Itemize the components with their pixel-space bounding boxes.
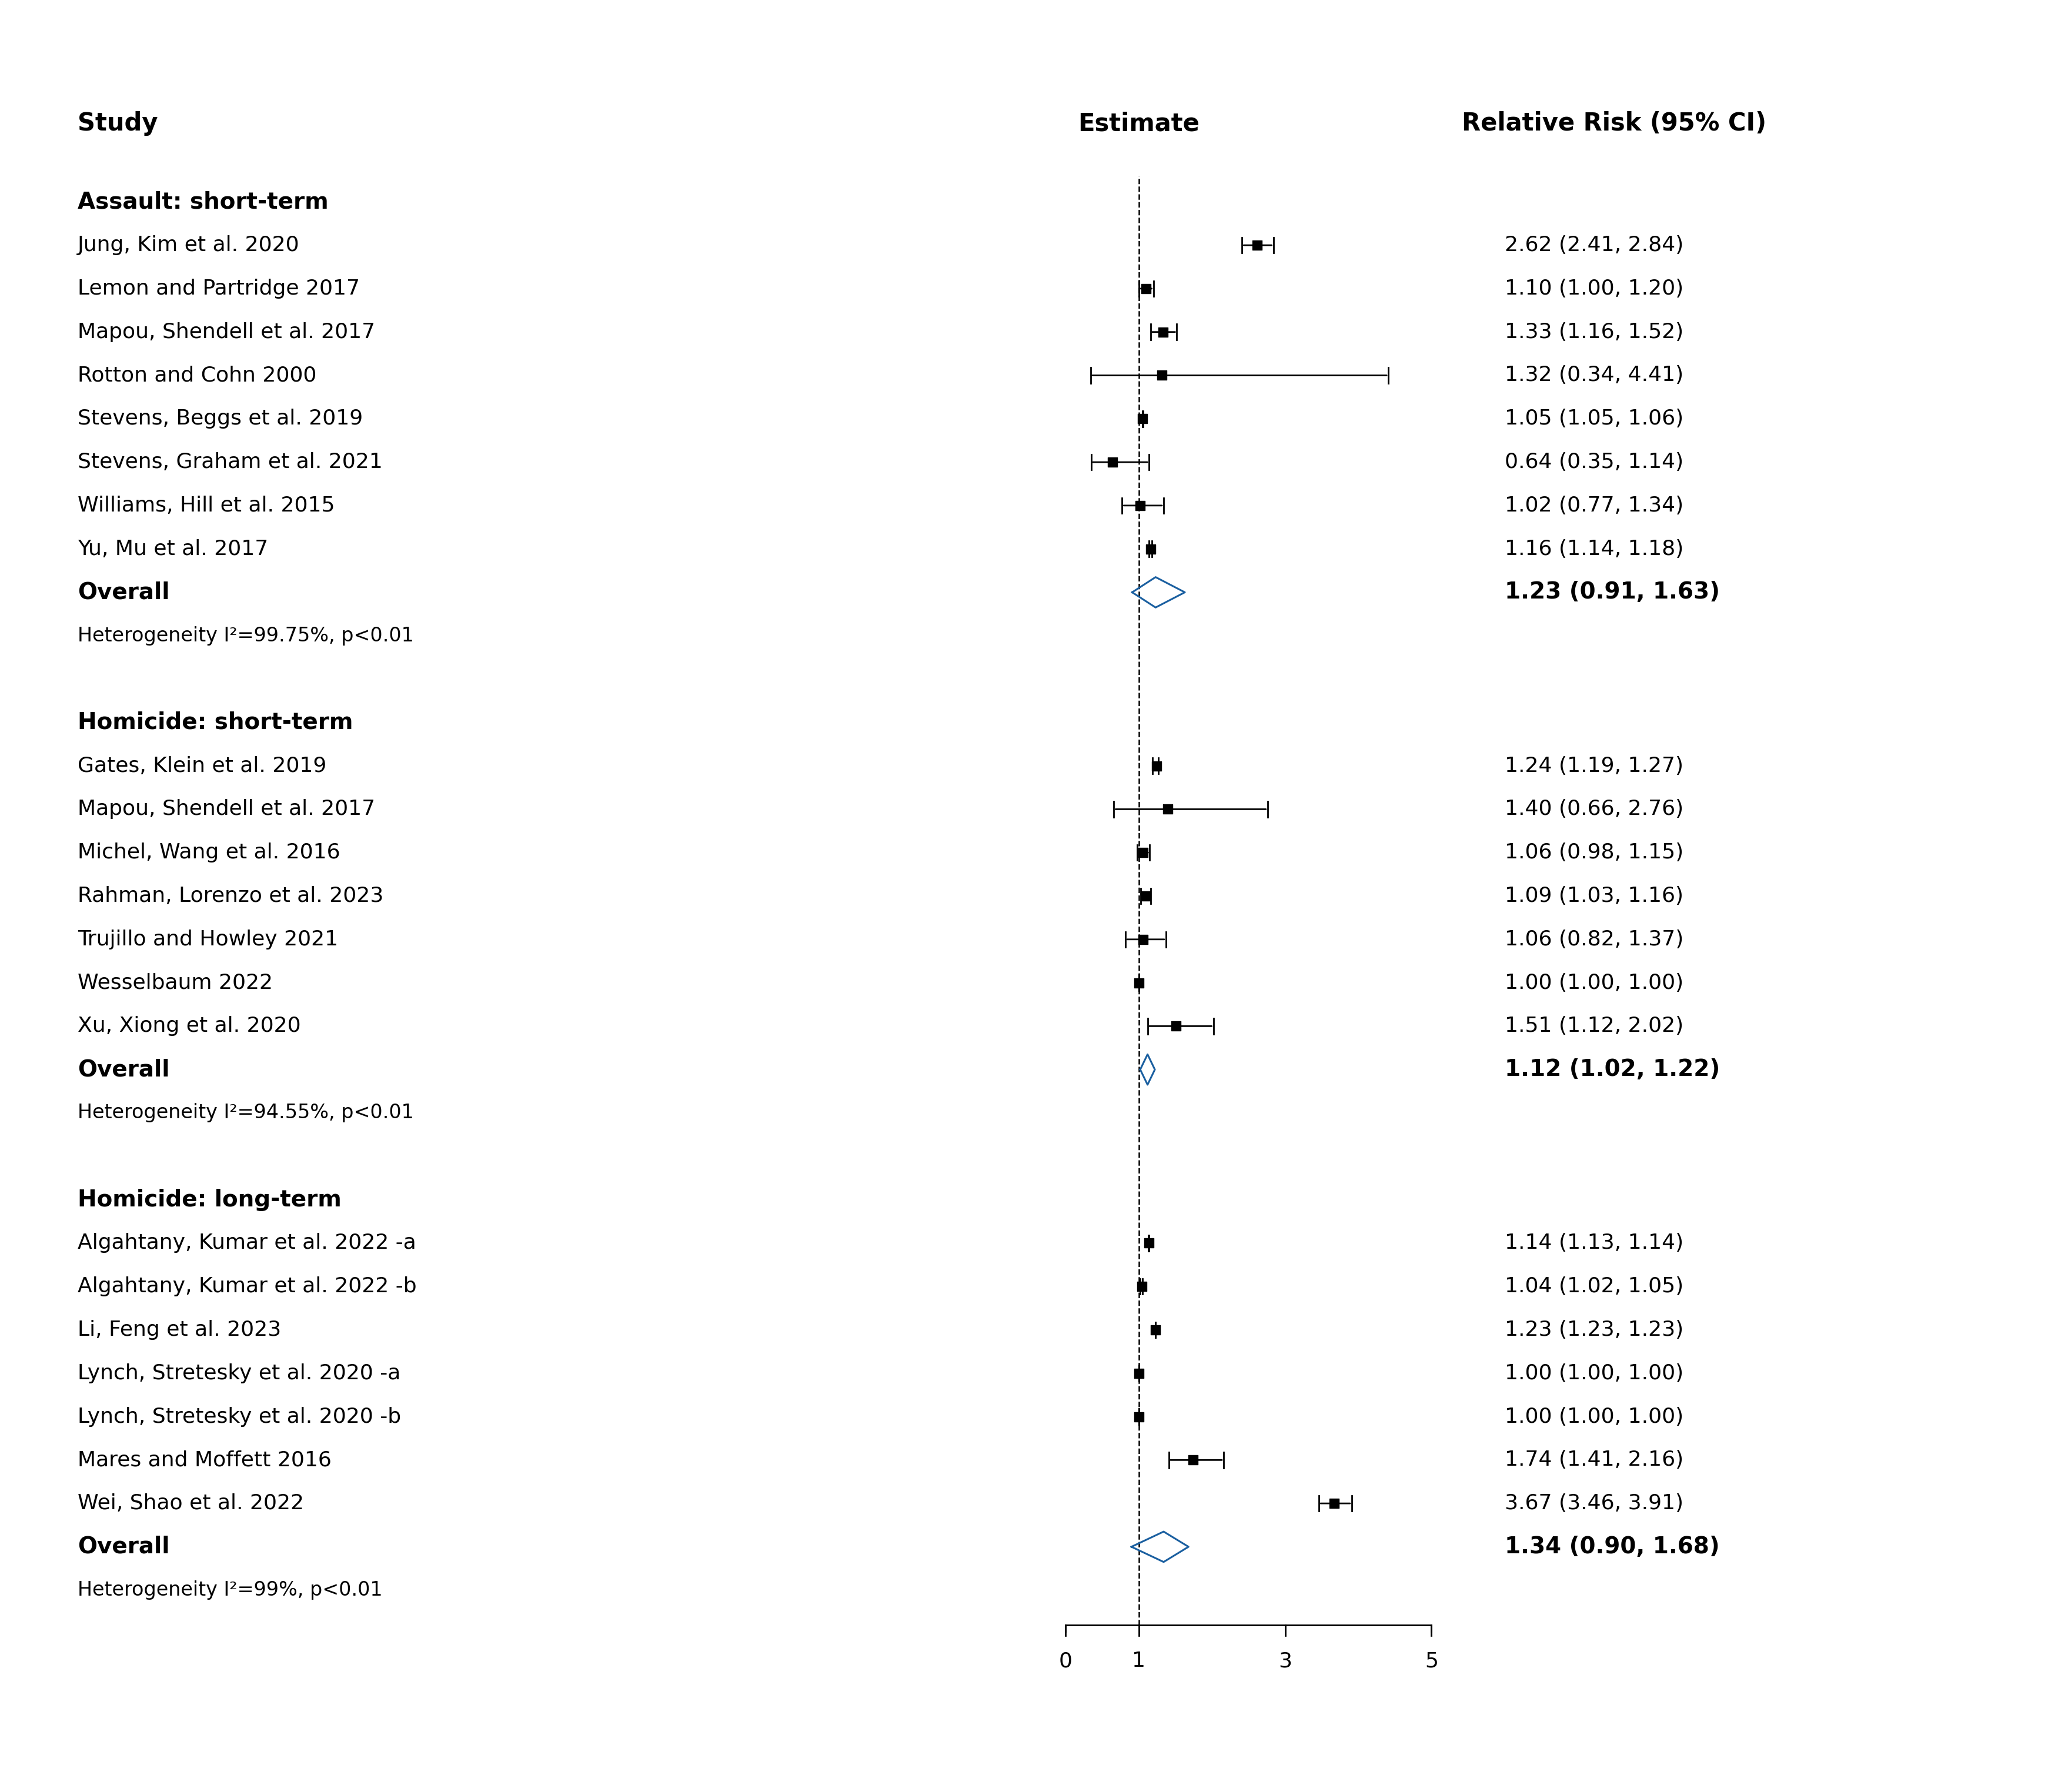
Text: 1: 1	[1132, 1650, 1146, 1670]
Text: 1.23 (1.23, 1.23): 1.23 (1.23, 1.23)	[1504, 1321, 1683, 1340]
Text: 1.24 (1.19, 1.27): 1.24 (1.19, 1.27)	[1504, 756, 1683, 776]
Text: Algahtany, Kumar et al. 2022 -a: Algahtany, Kumar et al. 2022 -a	[78, 1233, 416, 1253]
Point	[1130, 882, 1163, 910]
Text: 1.00 (1.00, 1.00): 1.00 (1.00, 1.00)	[1504, 1407, 1683, 1426]
Text: 2.62 (2.41, 2.84): 2.62 (2.41, 2.84)	[1504, 235, 1683, 254]
Text: Estimate: Estimate	[1078, 111, 1200, 136]
Text: 1.00 (1.00, 1.00): 1.00 (1.00, 1.00)	[1504, 973, 1683, 993]
Text: 1.40 (0.66, 2.76): 1.40 (0.66, 2.76)	[1504, 799, 1683, 819]
Point	[1140, 1315, 1173, 1344]
Text: Mapou, Shendell et al. 2017: Mapou, Shendell et al. 2017	[78, 799, 375, 819]
Text: 1.05 (1.05, 1.06): 1.05 (1.05, 1.06)	[1504, 409, 1683, 428]
Text: 1.10 (1.00, 1.20): 1.10 (1.00, 1.20)	[1504, 278, 1683, 299]
Point	[1140, 751, 1173, 780]
Text: Yu, Mu et al. 2017: Yu, Mu et al. 2017	[78, 539, 268, 559]
Point	[1241, 231, 1274, 260]
Text: Mapou, Shendell et al. 2017: Mapou, Shendell et al. 2017	[78, 323, 375, 342]
Text: Rotton and Cohn 2000: Rotton and Cohn 2000	[78, 366, 317, 385]
Point	[1122, 968, 1155, 996]
Text: Trujillo and Howley 2021: Trujillo and Howley 2021	[78, 930, 338, 950]
Text: Relative Risk (95% CI): Relative Risk (95% CI)	[1461, 111, 1766, 136]
Text: Lynch, Stretesky et al. 2020 -a: Lynch, Stretesky et al. 2020 -a	[78, 1364, 401, 1383]
Point	[1097, 448, 1130, 477]
Text: Study: Study	[78, 111, 158, 136]
Point	[1177, 1446, 1210, 1475]
Text: 1.09 (1.03, 1.16): 1.09 (1.03, 1.16)	[1504, 885, 1683, 907]
Text: Algahtany, Kumar et al. 2022 -b: Algahtany, Kumar et al. 2022 -b	[78, 1276, 418, 1296]
Text: Li, Feng et al. 2023: Li, Feng et al. 2023	[78, 1321, 282, 1340]
Text: Heterogeneity I²=99%, p<0.01: Heterogeneity I²=99%, p<0.01	[78, 1581, 383, 1600]
Point	[1134, 534, 1167, 563]
Text: Homicide: long-term: Homicide: long-term	[78, 1188, 342, 1211]
Point	[1122, 1403, 1155, 1432]
Text: Stevens, Graham et al. 2021: Stevens, Graham et al. 2021	[78, 452, 383, 471]
Point	[1159, 1012, 1192, 1041]
Text: Rahman, Lorenzo et al. 2023: Rahman, Lorenzo et al. 2023	[78, 885, 383, 907]
Text: 3: 3	[1278, 1650, 1292, 1670]
Text: Wesselbaum 2022: Wesselbaum 2022	[78, 973, 274, 993]
Text: Overall: Overall	[78, 1059, 169, 1081]
Text: Xu, Xiong et al. 2020: Xu, Xiong et al. 2020	[78, 1016, 300, 1036]
Point	[1132, 1229, 1165, 1258]
Text: Wei, Shao et al. 2022: Wei, Shao et al. 2022	[78, 1493, 305, 1514]
Point	[1146, 317, 1179, 346]
Text: 1.16 (1.14, 1.18): 1.16 (1.14, 1.18)	[1504, 539, 1683, 559]
Text: 1.06 (0.82, 1.37): 1.06 (0.82, 1.37)	[1504, 930, 1683, 950]
Text: 3.67 (3.46, 3.91): 3.67 (3.46, 3.91)	[1504, 1493, 1683, 1514]
Text: 1.33 (1.16, 1.52): 1.33 (1.16, 1.52)	[1504, 323, 1683, 342]
Text: 1.14 (1.13, 1.14): 1.14 (1.13, 1.14)	[1504, 1233, 1683, 1253]
Text: 1.06 (0.98, 1.15): 1.06 (0.98, 1.15)	[1504, 842, 1683, 862]
Text: Overall: Overall	[78, 581, 169, 604]
Text: 1.32 (0.34, 4.41): 1.32 (0.34, 4.41)	[1504, 366, 1683, 385]
Point	[1126, 405, 1159, 434]
Text: Jung, Kim et al. 2020: Jung, Kim et al. 2020	[78, 235, 300, 254]
Text: 0.64 (0.35, 1.14): 0.64 (0.35, 1.14)	[1504, 452, 1683, 471]
Point	[1122, 1358, 1155, 1387]
Text: Heterogeneity I²=94.55%, p<0.01: Heterogeneity I²=94.55%, p<0.01	[78, 1104, 414, 1122]
Text: 1.51 (1.12, 2.02): 1.51 (1.12, 2.02)	[1504, 1016, 1683, 1036]
Text: Assault: short-term: Assault: short-term	[78, 190, 329, 213]
Text: Lynch, Stretesky et al. 2020 -b: Lynch, Stretesky et al. 2020 -b	[78, 1407, 401, 1426]
Text: Lemon and Partridge 2017: Lemon and Partridge 2017	[78, 278, 360, 299]
Text: 1.04 (1.02, 1.05): 1.04 (1.02, 1.05)	[1504, 1276, 1683, 1296]
Text: Michel, Wang et al. 2016: Michel, Wang et al. 2016	[78, 842, 340, 862]
Text: 1.12 (1.02, 1.22): 1.12 (1.02, 1.22)	[1504, 1059, 1720, 1081]
Text: 1.00 (1.00, 1.00): 1.00 (1.00, 1.00)	[1504, 1364, 1683, 1383]
Point	[1124, 491, 1157, 520]
Text: 1.74 (1.41, 2.16): 1.74 (1.41, 2.16)	[1504, 1450, 1683, 1469]
Text: Heterogeneity I²=99.75%, p<0.01: Heterogeneity I²=99.75%, p<0.01	[78, 625, 414, 645]
Text: 1.34 (0.90, 1.68): 1.34 (0.90, 1.68)	[1504, 1536, 1720, 1557]
Text: Homicide: short-term: Homicide: short-term	[78, 711, 354, 733]
Point	[1126, 925, 1159, 953]
Text: 1.02 (0.77, 1.34): 1.02 (0.77, 1.34)	[1504, 496, 1683, 516]
Point	[1126, 1272, 1159, 1301]
Point	[1130, 274, 1163, 303]
Text: 0: 0	[1058, 1650, 1072, 1670]
Text: Stevens, Beggs et al. 2019: Stevens, Beggs et al. 2019	[78, 409, 362, 428]
Point	[1146, 360, 1179, 389]
Point	[1152, 796, 1185, 824]
Text: Mares and Moffett 2016: Mares and Moffett 2016	[78, 1450, 331, 1469]
Text: 5: 5	[1424, 1650, 1439, 1670]
Point	[1126, 839, 1159, 867]
Text: Gates, Klein et al. 2019: Gates, Klein et al. 2019	[78, 756, 327, 776]
Text: Overall: Overall	[78, 1536, 169, 1557]
Point	[1317, 1489, 1350, 1518]
Text: 1.23 (0.91, 1.63): 1.23 (0.91, 1.63)	[1504, 581, 1720, 604]
Text: Williams, Hill et al. 2015: Williams, Hill et al. 2015	[78, 496, 335, 516]
